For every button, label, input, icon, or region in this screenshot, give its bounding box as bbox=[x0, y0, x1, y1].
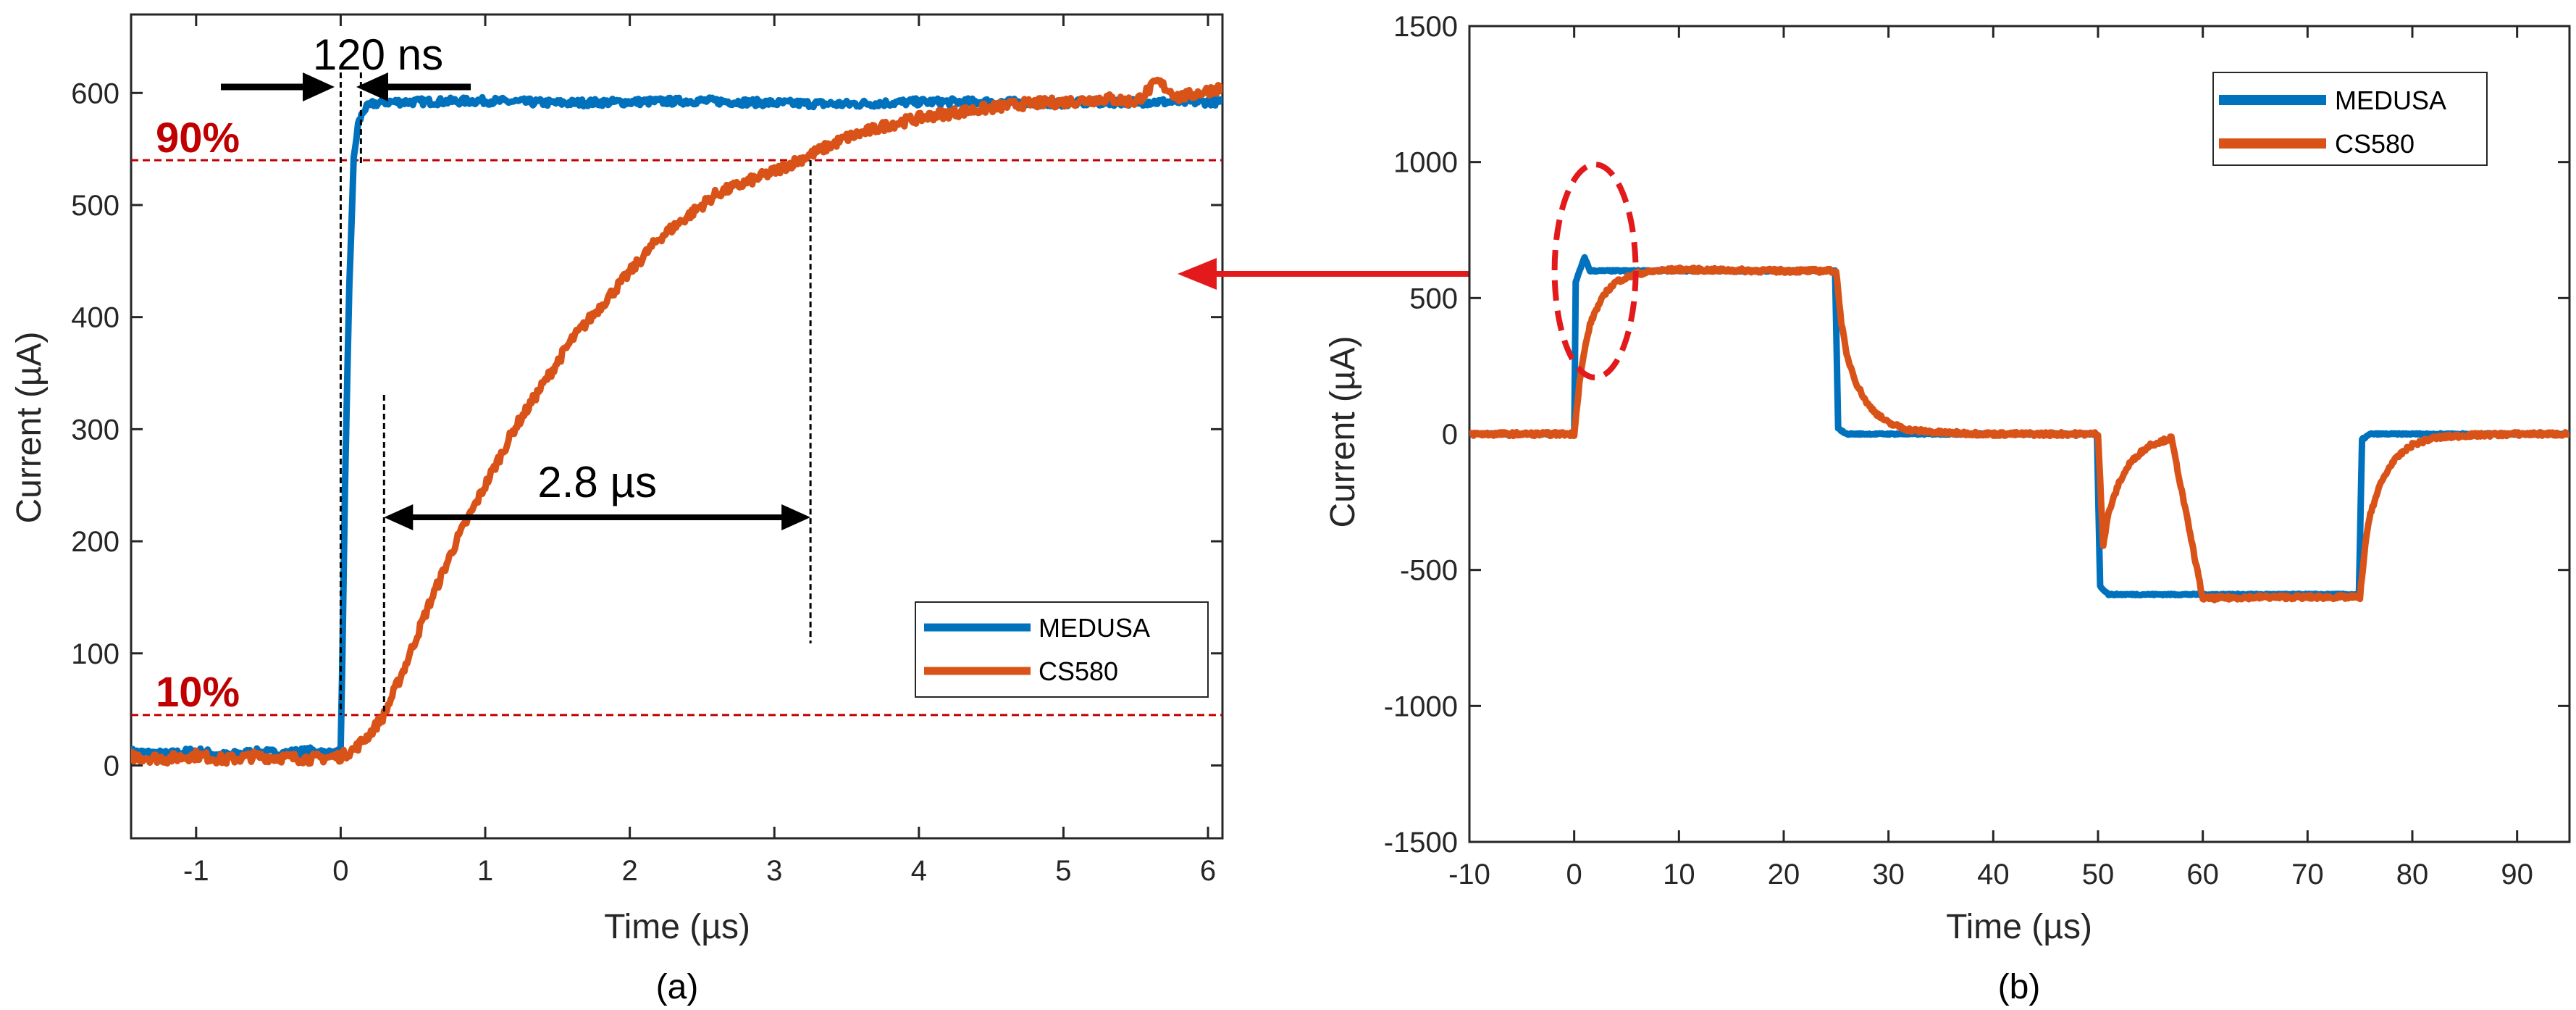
panel-b-ytick-label: 1000 bbox=[1393, 147, 1458, 179]
arrow-120ns-left-head bbox=[303, 72, 335, 101]
panel-a-ytick-label: 300 bbox=[71, 414, 119, 446]
panel-b-xtick-label: 30 bbox=[1872, 859, 1905, 890]
panel-b-ytick-label: -1000 bbox=[1384, 690, 1458, 722]
arrow-2p8us-left-head bbox=[384, 504, 414, 530]
level-10-label: 10% bbox=[156, 669, 240, 716]
legend-b-label-cs580: CS580 bbox=[2335, 129, 2415, 159]
panel-b-caption: (b) bbox=[1998, 968, 2041, 1006]
rise-cs580-label: 2.8 µs bbox=[537, 458, 657, 506]
legend-a-label-medusa: MEDUSA bbox=[1039, 613, 1150, 643]
panel-b-xtick-label: -10 bbox=[1448, 859, 1490, 890]
panel-a-xtick-label: 3 bbox=[766, 855, 782, 887]
panel-a-tick-labels: -1 0 1 2 3 4 5 6 0 100 200 300 400 500 600 bbox=[71, 78, 1216, 887]
panel-b-ylabel: Current (µA) bbox=[1324, 335, 1362, 527]
panel-b: -10 0 10 20 30 40 50 60 70 80 90 -1500 -1000 -500 0 500… bbox=[1324, 11, 2571, 1006]
panel-a-xtick-label: 5 bbox=[1055, 855, 1071, 887]
arrow-120ns-right-head bbox=[356, 72, 388, 101]
panel-b-ytick-label: 0 bbox=[1442, 419, 1458, 451]
panel-a-ytick-label: 400 bbox=[71, 302, 119, 334]
panel-a-ytick-label: 500 bbox=[71, 190, 119, 222]
legend-b-box bbox=[2212, 72, 2488, 166]
rise-medusa-label: 120 ns bbox=[313, 30, 443, 79]
panel-a-xtick-label: 2 bbox=[622, 855, 638, 887]
panel-a-plot-area bbox=[130, 13, 1224, 840]
panel-a-ytick-label: 200 bbox=[71, 526, 119, 558]
panel-b-xtick-label: 70 bbox=[2291, 859, 2324, 890]
panel-a-xtick-label: 0 bbox=[332, 855, 348, 887]
panel-b-tick-labels: -10 0 10 20 30 40 50 60 70 80 90 -1500 -1000 -500 0 500… bbox=[1384, 11, 2533, 890]
panel-a-ylabel: Current (µA) bbox=[10, 331, 49, 523]
panel-b-xtick-label: 10 bbox=[1663, 859, 1695, 890]
panel-b-xtick-label: 60 bbox=[2186, 859, 2219, 890]
panel-b-ytick-label: -1500 bbox=[1384, 827, 1458, 859]
panel-a-ytick-label: 0 bbox=[104, 750, 119, 782]
panel-a-ticks bbox=[131, 14, 1222, 838]
panel-b-ytick-label: 500 bbox=[1409, 283, 1458, 314]
legend-b: MEDUSA CS580 bbox=[2212, 72, 2488, 166]
legend-a: MEDUSA CS580 bbox=[915, 601, 1209, 698]
series-line-cs580-b bbox=[1469, 264, 2569, 604]
panel-a: -1 0 1 2 3 4 5 6 0 100 200 300 400 500 600 120 ns 2.8 … bbox=[10, 13, 1224, 1006]
legend-a-label-cs580: CS580 bbox=[1039, 656, 1118, 686]
panel-a-ytick-label: 100 bbox=[71, 638, 119, 670]
panel-b-xtick-label: 50 bbox=[2082, 859, 2115, 890]
panel-a-xtick-label: -1 bbox=[183, 855, 209, 887]
panel-a-xtick-label: 4 bbox=[911, 855, 927, 887]
zoom-arrow-head bbox=[1178, 258, 1217, 290]
panel-b-xtick-label: 0 bbox=[1566, 859, 1582, 890]
panel-b-xlabel: Time (µs) bbox=[1946, 908, 2092, 946]
panel-b-ytick-label: -500 bbox=[1400, 555, 1458, 587]
panel-a-xtick-label: 1 bbox=[477, 855, 493, 887]
panel-a-xtick-label: 6 bbox=[1200, 855, 1216, 887]
panel-b-xtick-label: 40 bbox=[1977, 859, 2010, 890]
panel-a-caption: (a) bbox=[656, 968, 699, 1006]
series-line-cs580-a bbox=[131, 76, 1222, 767]
arrow-2p8us-right-head bbox=[781, 504, 811, 530]
panel-a-ytick-label: 600 bbox=[71, 78, 119, 109]
panel-a-xlabel: Time (µs) bbox=[604, 908, 750, 946]
highlight-ellipse bbox=[1551, 162, 1639, 380]
panel-b-xtick-label: 20 bbox=[1768, 859, 1800, 890]
panel-b-xtick-label: 80 bbox=[2396, 859, 2429, 890]
level-90-label: 90% bbox=[156, 114, 240, 162]
panel-b-ytick-label: 1500 bbox=[1393, 11, 1458, 43]
legend-b-label-medusa: MEDUSA bbox=[2335, 85, 2446, 115]
legend-a-box bbox=[915, 601, 1209, 698]
panel-b-xtick-label: 90 bbox=[2501, 859, 2533, 890]
